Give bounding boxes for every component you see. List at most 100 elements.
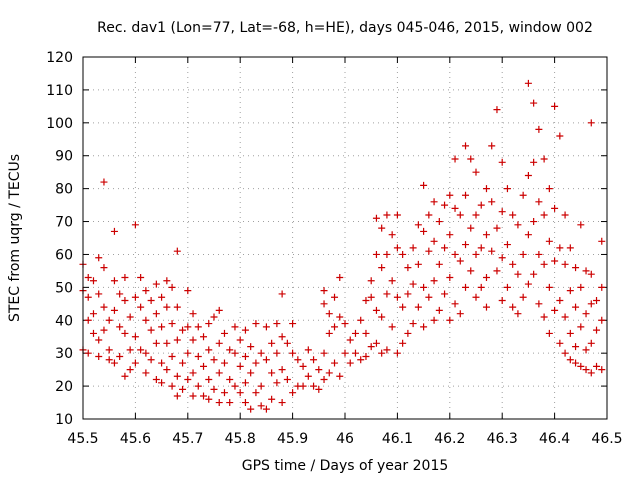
data-point [189,392,197,400]
data-point [372,250,380,258]
data-point [252,389,260,397]
data-point [435,306,443,314]
data-point [357,316,365,324]
data-point [441,201,449,209]
data-point [179,385,187,393]
data-point [351,349,359,357]
data-point [226,376,234,384]
data-point [367,293,375,301]
data-point [278,399,286,407]
data-point [430,277,438,285]
data-point [100,326,108,334]
data-point [95,290,103,298]
data-point [509,211,517,219]
data-point [420,283,428,291]
y-tick-label: 70 [55,215,73,231]
data-point [110,359,118,367]
data-point [462,142,470,150]
data-point [488,247,496,255]
data-point [320,376,328,384]
x-tick-label: 46.2 [434,431,465,447]
data-point [200,362,208,370]
data-point [325,310,333,318]
data-point [362,329,370,337]
data-point [357,356,365,364]
data-point [435,260,443,268]
data-point [158,379,166,387]
data-point [435,218,443,226]
data-point [409,244,417,252]
data-point [551,257,559,265]
data-point [509,260,517,268]
data-point [158,359,166,367]
x-tick-label: 46.5 [591,431,622,447]
data-point [205,346,213,354]
data-point [184,287,192,295]
chart-title: Rec. dav1 (Lon=77, Lat=-68, h=HE), days … [97,20,593,36]
data-point [561,349,569,357]
data-point [163,366,171,374]
data-point [168,283,176,291]
data-point [556,244,564,252]
data-point [530,218,538,226]
data-point [84,316,92,324]
data-point [587,300,595,308]
data-point [493,267,501,275]
y-tick-label: 40 [55,313,73,329]
data-point [231,349,239,357]
data-point [179,359,187,367]
x-tick-label: 45.9 [277,431,308,447]
data-point [231,382,239,390]
data-point [472,293,480,301]
data-point [179,326,187,334]
data-point [184,323,192,331]
data-point [299,362,307,370]
data-point [315,366,323,374]
data-point [420,323,428,331]
data-point [530,99,538,107]
data-point [388,323,396,331]
data-point [587,270,595,278]
data-point [430,198,438,206]
data-point [200,392,208,400]
data-point [226,399,234,407]
data-point [173,303,181,311]
data-point [577,362,585,370]
data-point [514,270,522,278]
data-point [446,316,454,324]
data-point [482,185,490,193]
data-point [315,385,323,393]
data-point [383,346,391,354]
data-point [498,158,506,166]
data-point [561,313,569,321]
x-axis-label: GPS time / Days of year 2015 [242,458,449,474]
data-point [137,303,145,311]
data-point [493,224,501,232]
data-point [545,237,553,245]
data-point [126,366,134,374]
data-point [393,244,401,252]
data-point [336,313,344,321]
y-tick-label: 50 [55,280,73,296]
data-point [572,359,580,367]
data-point [582,346,590,354]
data-point [420,227,428,235]
data-point [566,329,574,337]
data-point [372,306,380,314]
data-point [142,349,150,357]
data-point [472,211,480,219]
data-point [215,306,223,314]
data-point [325,369,333,377]
data-point [142,369,150,377]
data-point [84,349,92,357]
data-point [393,293,401,301]
data-point [320,287,328,295]
data-point [556,132,564,140]
data-point [383,290,391,298]
data-point [320,349,328,357]
data-point [572,264,580,272]
data-point [593,297,601,305]
data-point [283,339,291,347]
data-point [598,366,606,374]
data-point [241,352,249,360]
